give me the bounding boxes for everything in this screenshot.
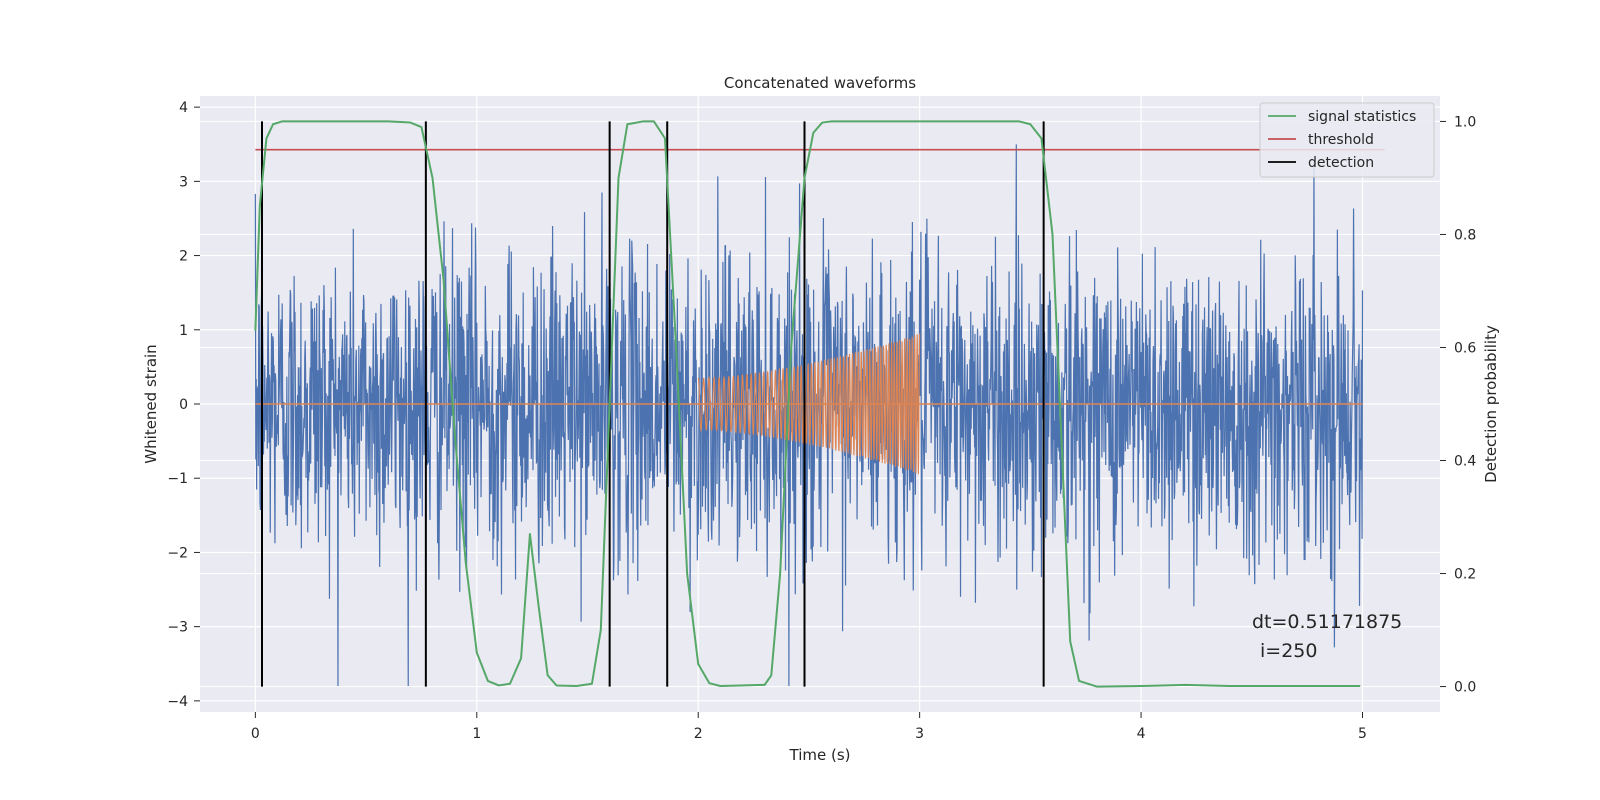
y2-tick-label: 0.2 bbox=[1454, 567, 1476, 583]
y-tick-label: 3 bbox=[179, 174, 188, 190]
annotation-dt: dt=0.51171875 bbox=[1252, 611, 1402, 633]
y-tick-label: 4 bbox=[179, 100, 188, 116]
annotation-i: i=250 bbox=[1260, 640, 1317, 662]
x-tick-label: 0 bbox=[251, 726, 260, 742]
x-tick-label: 2 bbox=[694, 726, 703, 742]
chart-title: Concatenated waveforms bbox=[724, 74, 916, 92]
template-chirp bbox=[697, 333, 921, 475]
y2-tick-label: 1.0 bbox=[1454, 114, 1476, 130]
legend-box bbox=[1259, 102, 1435, 178]
y-tick-label: −2 bbox=[167, 545, 188, 561]
y-axis-label: Whitened strain bbox=[142, 344, 160, 463]
y2-tick-label: 0.6 bbox=[1454, 340, 1476, 356]
y2-axis-label: Detection probability bbox=[1482, 325, 1500, 483]
x-axis-label: Time (s) bbox=[789, 746, 851, 764]
template-waveform-series bbox=[255, 333, 1363, 475]
x-tick-label: 4 bbox=[1137, 726, 1146, 742]
signal-statistics-series bbox=[254, 120, 1361, 688]
y-tick-label: 1 bbox=[179, 323, 188, 339]
y2-tick-label: 0.8 bbox=[1454, 227, 1476, 243]
x-tick-label: 3 bbox=[915, 726, 924, 742]
y2-tick-label: 0.0 bbox=[1454, 680, 1476, 696]
y-tick-label: −1 bbox=[167, 471, 188, 487]
strain-series bbox=[254, 144, 1364, 687]
legend-label-signal-statistics: signal statistics bbox=[1308, 109, 1416, 125]
strain-line bbox=[254, 144, 1364, 687]
y-tick-label: 2 bbox=[179, 249, 188, 265]
axes: 0 1 2 3 4 5 −4 −3 −2 −1 0 1 2 3 4 0.0 0.2 0.4 0.6 0.8 1.0 bbox=[167, 100, 1476, 742]
legend: signal statistics threshold detection bbox=[1259, 102, 1435, 178]
x-tick-label: 5 bbox=[1358, 726, 1367, 742]
y-tick-label: −4 bbox=[167, 694, 188, 710]
y2-tick-label: 0.4 bbox=[1454, 454, 1476, 470]
signal-statistics-line bbox=[254, 120, 1361, 688]
y-tick-label: −3 bbox=[167, 620, 188, 636]
x-tick-label: 1 bbox=[472, 726, 481, 742]
legend-label-threshold: threshold bbox=[1308, 132, 1374, 148]
legend-label-detection: detection bbox=[1308, 155, 1374, 171]
y-tick-label: 0 bbox=[179, 397, 188, 413]
